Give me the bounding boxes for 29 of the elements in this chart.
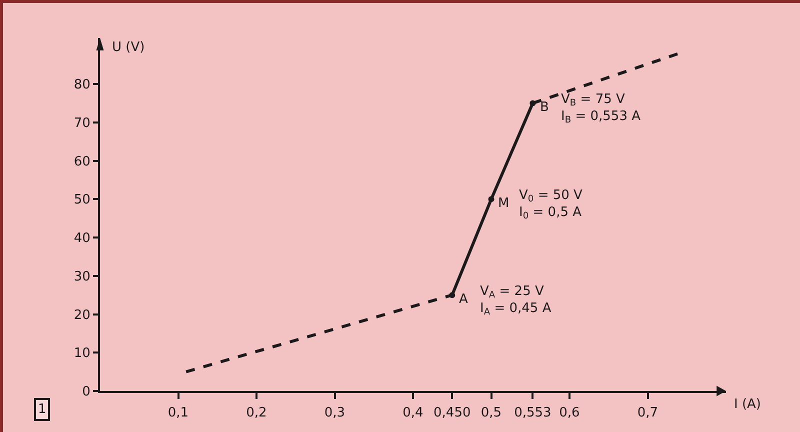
x-tick-label: 0,6	[559, 406, 580, 421]
y-tick-label: 40	[74, 231, 90, 246]
y-tick-label: 30	[74, 269, 90, 284]
y-axis-title: U (V)	[112, 40, 145, 55]
y-tick-label: 60	[74, 154, 90, 170]
annotation: A	[459, 292, 468, 307]
y-tick-label: 20	[74, 308, 90, 323]
annotation: V$_{0}$ = 50 V I$_{0}$ = 0,5 A	[519, 188, 583, 222]
x-tick-label: 0,3	[324, 406, 346, 421]
y-tick-label: 70	[74, 116, 90, 131]
x-axis-title: I (A)	[734, 397, 762, 412]
x-tick-label: 0,5	[480, 406, 502, 421]
y-tick-label: 50	[74, 192, 90, 208]
x-tick-label: 0,2	[246, 406, 267, 421]
x-tick-label: 0,553	[514, 406, 552, 421]
x-tick-label: 0,4	[402, 406, 424, 421]
y-tick-label: 0	[82, 384, 90, 400]
y-tick-label: 10	[74, 346, 90, 362]
y-tick-label: 80	[74, 78, 90, 93]
point	[488, 196, 494, 202]
annotation: V$_{B}$ = 75 V I$_{B}$ = 0,553 A	[561, 92, 641, 126]
annotation: B	[540, 100, 549, 115]
point	[449, 292, 456, 298]
text: 1	[38, 402, 46, 417]
annotation: V$_{A}$ = 25 V I$_{A}$ = 0,45 A	[480, 284, 552, 318]
x-tick-label: 0,1	[168, 406, 189, 421]
x-tick-label: 0,450	[434, 406, 471, 421]
x-tick-label: 0,7	[637, 406, 658, 421]
annotation: M	[498, 196, 510, 211]
